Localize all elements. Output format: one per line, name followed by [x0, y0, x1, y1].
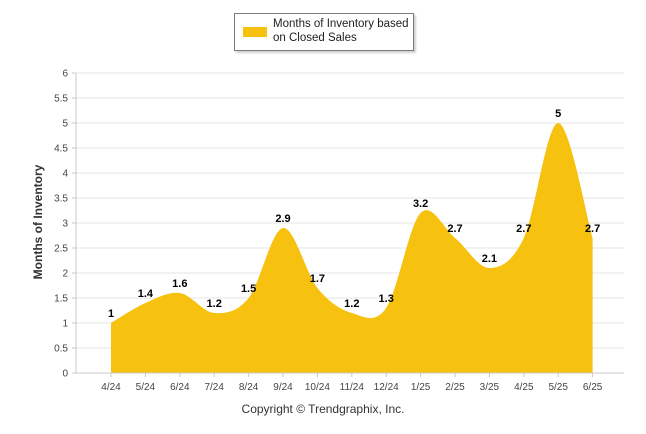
data-label: 1.7: [310, 273, 325, 285]
series-area: [111, 123, 593, 373]
data-label: 2.7: [447, 223, 462, 235]
legend-swatch: [243, 27, 267, 37]
y-tick-labels: 0 0.5 1 1.5 2 2.5 3 3.5 4 4.5 5 5.5 6: [54, 69, 68, 380]
y-tick-label: 5.5: [54, 94, 68, 105]
data-label: 2.1: [482, 253, 497, 265]
x-tick-label: 8/24: [239, 382, 259, 393]
axes: [72, 72, 624, 377]
x-tick-label: 7/24: [204, 382, 224, 393]
y-tick-label: 0.5: [54, 344, 68, 355]
y-tick-label: 0: [62, 369, 68, 380]
legend-label: Months of Inventory based on Closed Sale…: [273, 18, 409, 44]
y-tick-label: 5: [62, 119, 68, 130]
y-tick-label: 1: [62, 319, 68, 330]
data-labels: 1 1.4 1.6 1.2 1.5 2.9 1.7 1.2 1.3 3.2 2.7 2.1 2.7 5 2.…: [108, 108, 600, 320]
x-tick-labels: 4/24 5/24 6/24 7/24 8/24 9/24 10/24 11/24 12/24 1…: [101, 382, 603, 393]
x-tick-label: 6/25: [583, 382, 603, 393]
x-tick-label: 6/24: [170, 382, 190, 393]
x-tick-label: 12/24: [374, 382, 399, 393]
legend: Months of Inventory based on Closed Sale…: [234, 13, 414, 51]
x-tick-label: 2/25: [445, 382, 465, 393]
y-tick-label: 4: [62, 169, 68, 180]
x-tick-label: 4/25: [514, 382, 534, 393]
y-axis-label: Months of Inventory: [31, 164, 45, 280]
data-label: 2.9: [275, 213, 290, 225]
data-label: 2.7: [516, 223, 531, 235]
data-label: 1.4: [138, 288, 154, 300]
data-label: 1.2: [344, 298, 359, 310]
data-label: 5: [555, 108, 561, 120]
data-label: 1.3: [379, 293, 394, 305]
data-label: 3.2: [413, 198, 428, 210]
x-tick-label: 5/25: [548, 382, 568, 393]
y-tick-label: 6: [62, 69, 68, 80]
y-tick-label: 4.5: [54, 144, 68, 155]
x-tick-label: 9/24: [273, 382, 293, 393]
y-tick-label: 2: [62, 269, 68, 280]
y-tick-label: 3.5: [54, 194, 68, 205]
data-label: 1.6: [172, 278, 187, 290]
data-label: 1: [108, 308, 114, 320]
data-label: 1.2: [207, 298, 222, 310]
x-tick-label: 4/24: [101, 382, 121, 393]
copyright-text: Copyright © Trendgraphix, Inc.: [241, 402, 405, 416]
data-label: 1.5: [241, 283, 256, 295]
x-tick-label: 11/24: [340, 382, 365, 393]
data-label: 2.7: [585, 223, 600, 235]
y-tick-label: 3: [62, 219, 68, 230]
x-tick-label: 1/25: [411, 382, 431, 393]
x-tick-label: 5/24: [136, 382, 156, 393]
y-tick-label: 1.5: [54, 294, 68, 305]
x-tick-label: 3/25: [480, 382, 500, 393]
y-tick-label: 2.5: [54, 244, 68, 255]
x-tick-label: 10/24: [305, 382, 330, 393]
